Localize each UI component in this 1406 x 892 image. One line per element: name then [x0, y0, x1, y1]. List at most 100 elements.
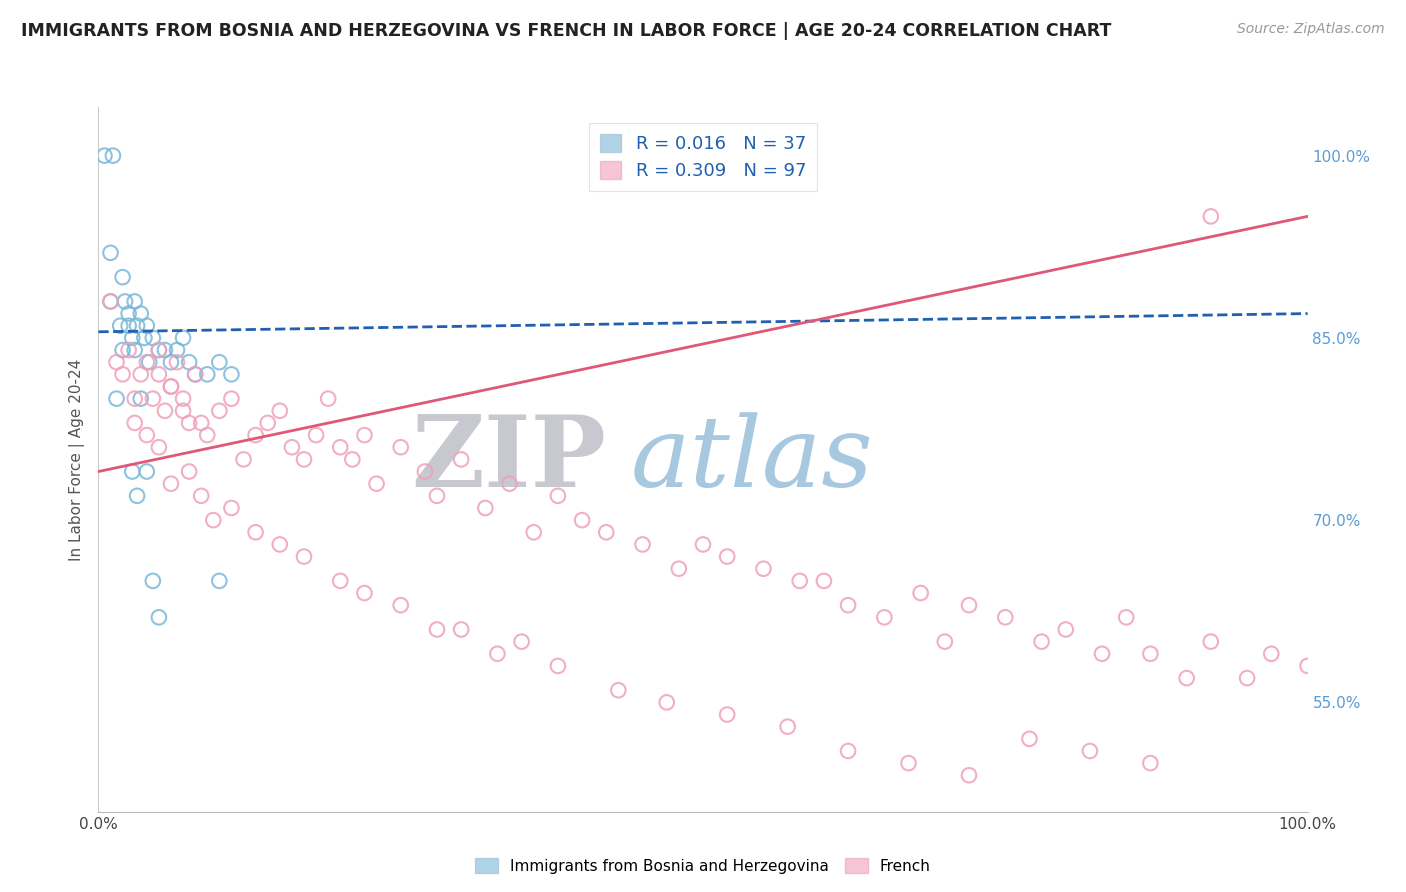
Point [269, 537, 291, 551]
Point [342, 452, 364, 467]
Point [195, 368, 218, 382]
Point [166, 355, 188, 369]
Point [934, 634, 956, 648]
Point [179, 416, 201, 430]
Point [256, 416, 278, 430]
Point [127, 489, 149, 503]
Point [134, 331, 156, 345]
Point [1078, 744, 1101, 758]
Point [474, 500, 496, 515]
Point [111, 270, 134, 285]
Point [245, 525, 267, 540]
Point [148, 610, 170, 624]
Point [329, 574, 352, 588]
Point [160, 379, 183, 393]
Point [100, 245, 122, 260]
Point [366, 476, 388, 491]
Point [184, 368, 207, 382]
Point [1139, 647, 1161, 661]
Point [160, 476, 183, 491]
Point [873, 610, 896, 624]
Point [1175, 671, 1198, 685]
Point [269, 404, 291, 418]
Point [114, 294, 136, 309]
Point [813, 574, 835, 588]
Point [292, 549, 315, 564]
Point [166, 343, 188, 357]
Point [329, 440, 352, 454]
Point [135, 465, 157, 479]
Point [93, 148, 115, 162]
Point [571, 513, 593, 527]
Point [153, 343, 176, 357]
Point [105, 355, 128, 369]
Point [1115, 610, 1137, 624]
Point [957, 768, 980, 782]
Point [111, 343, 134, 357]
Point [127, 318, 149, 333]
Point [142, 392, 165, 406]
Point [148, 368, 170, 382]
Point [190, 416, 212, 430]
Point [124, 294, 146, 309]
Point [389, 598, 412, 612]
Point [172, 331, 194, 345]
Point [292, 452, 315, 467]
Point [668, 562, 690, 576]
Text: atlas: atlas [630, 412, 873, 507]
Point [221, 368, 243, 382]
Point [160, 379, 183, 393]
Point [281, 440, 304, 454]
Point [353, 428, 375, 442]
Point [179, 355, 201, 369]
Point [837, 598, 859, 612]
Point [148, 343, 170, 357]
Point [124, 392, 146, 406]
Point [486, 647, 509, 661]
Point [426, 489, 449, 503]
Point [547, 489, 569, 503]
Point [547, 659, 569, 673]
Point [692, 537, 714, 551]
Point [1260, 647, 1282, 661]
Point [101, 148, 124, 162]
Point [129, 392, 152, 406]
Point [1139, 756, 1161, 771]
Point [1236, 671, 1258, 685]
Point [1054, 623, 1077, 637]
Point [179, 465, 201, 479]
Point [118, 343, 141, 357]
Point [184, 368, 207, 382]
Text: Source: ZipAtlas.com: Source: ZipAtlas.com [1237, 22, 1385, 37]
Point [510, 634, 533, 648]
Point [142, 331, 165, 345]
Point [450, 452, 472, 467]
Point [716, 549, 738, 564]
Point [221, 500, 243, 515]
Point [118, 307, 141, 321]
Text: IMMIGRANTS FROM BOSNIA AND HERZEGOVINA VS FRENCH IN LABOR FORCE | AGE 20-24 CORR: IMMIGRANTS FROM BOSNIA AND HERZEGOVINA V… [21, 22, 1112, 40]
Point [111, 368, 134, 382]
Point [148, 343, 170, 357]
Point [121, 331, 143, 345]
Point [202, 513, 225, 527]
Point [245, 428, 267, 442]
Point [100, 294, 122, 309]
Point [353, 586, 375, 600]
Point [121, 465, 143, 479]
Point [153, 404, 176, 418]
Point [389, 440, 412, 454]
Point [105, 392, 128, 406]
Point [135, 355, 157, 369]
Point [195, 428, 218, 442]
Point [190, 489, 212, 503]
Point [897, 756, 920, 771]
Point [208, 404, 231, 418]
Point [607, 683, 630, 698]
Point [1199, 210, 1222, 224]
Point [413, 465, 436, 479]
Point [752, 562, 775, 576]
Point [837, 744, 859, 758]
Point [208, 574, 231, 588]
Point [118, 318, 141, 333]
